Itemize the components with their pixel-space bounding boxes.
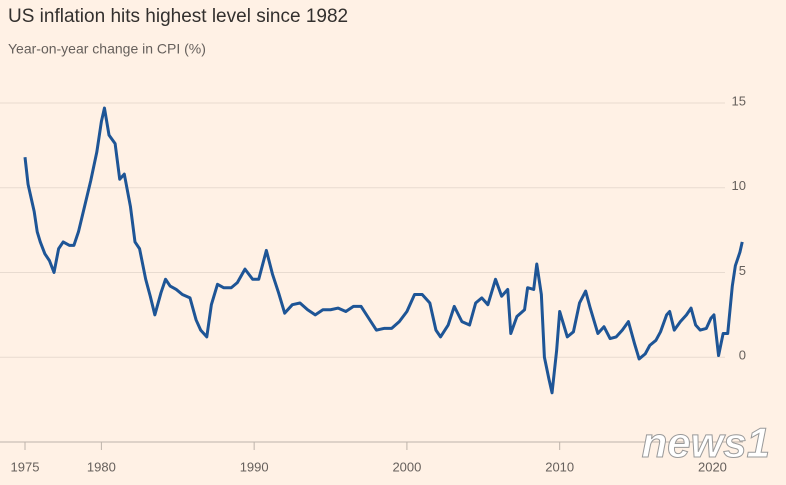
y-tick-label: 15 [732,93,746,108]
x-tick-label: 1975 [11,459,40,474]
x-tick-label: 1980 [87,459,116,474]
cpi-line [23,106,744,395]
x-tick-label: 2000 [392,459,421,474]
chart-subtitle: Year-on-year change in CPI (%) [8,41,206,57]
watermark: news1 [642,419,770,466]
plot-area: 0 5 10 15 1975 1980 1990 2000 2010 2020 [0,93,746,474]
x-tick-label: 1990 [240,459,269,474]
y-tick-label: 10 [732,178,746,193]
x-tick-label: 2020 [698,459,727,474]
chart-title: US inflation hits highest level since 19… [8,6,348,27]
y-tick-label: 5 [739,263,746,278]
x-tick-label: 2010 [545,459,574,474]
y-tick-label: 0 [739,348,746,363]
